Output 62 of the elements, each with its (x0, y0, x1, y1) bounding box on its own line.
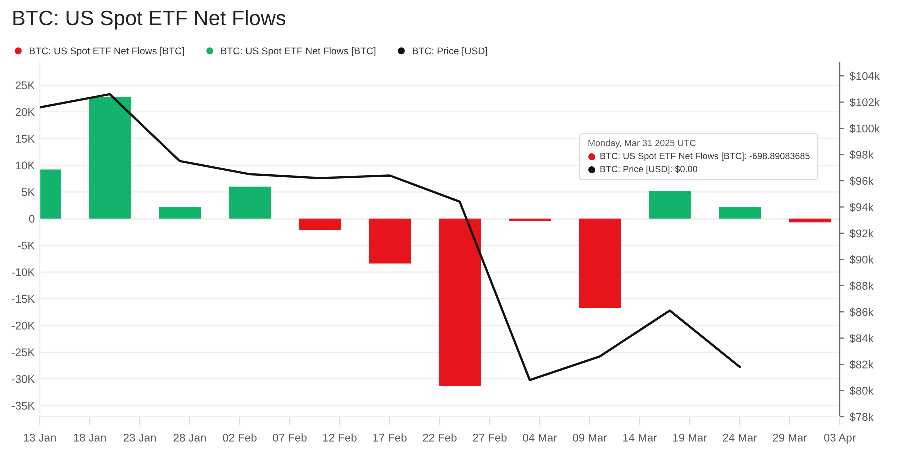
y2-tick-label: $100k (850, 124, 880, 134)
y2-tick-label: $78k (850, 412, 874, 422)
y2-tick-label: $88k (850, 282, 874, 291)
x-tick-label: 02 Feb (223, 434, 257, 442)
annotation: BTC: Price [USD]: $0.00 (600, 166, 698, 174)
y-tick-label: 5K (22, 188, 36, 196)
y2-tick-label: $82k (850, 360, 874, 370)
legend-label: BTC: Price [USD] (413, 47, 488, 57)
y-tick-label: -10K (12, 268, 36, 276)
annotation: Monday, Mar 31 2025 UTC (588, 140, 696, 148)
bar (439, 218, 481, 386)
y-tick-label: -20K (12, 322, 36, 330)
x-tick-label: 27 Feb (473, 434, 507, 442)
x-tick-label: 28 Jan (174, 434, 206, 442)
annotation: BTC: US Spot ETF Net Flows [BTC]: -698.89083685 (600, 152, 810, 162)
x-tick-label: 18 Jan (74, 434, 106, 442)
bar (159, 207, 201, 219)
y2-tick-label: $102k (850, 98, 880, 108)
y-tick-label: 20K (16, 108, 36, 116)
bar (89, 97, 131, 219)
y-tick-label: -15K (12, 295, 36, 304)
y-tick-label: 0 (29, 215, 35, 224)
x-tick-label: 24 Mar (723, 434, 758, 442)
bar (229, 186, 271, 219)
y2-tick-label: $86k (850, 308, 874, 317)
y-tick-label: -25K (12, 348, 36, 357)
x-tick-label: 04 Mar (523, 434, 558, 442)
x-tick-label: 19 Mar (674, 434, 708, 442)
y2-tick-label: $98k (850, 150, 874, 160)
y-tick-label: -5K (18, 242, 36, 250)
x-tick-label: 07 Feb (273, 434, 307, 442)
x-tick-label: 29 Mar (773, 434, 808, 442)
bar (789, 218, 831, 223)
x-tick-label: 17 Feb (374, 434, 407, 442)
x-tick-label: 14 Mar (624, 434, 658, 442)
bar (509, 218, 551, 222)
x-tick-label: 22 Feb (423, 434, 457, 442)
x-tick-label: 03 Apr (824, 434, 856, 444)
y-tick-label: -35K (12, 402, 36, 410)
legend-label: BTC: US Spot ETF Net Flows [BTC] (222, 47, 376, 57)
y-tick-label: 15K (16, 135, 36, 143)
bar (369, 218, 411, 264)
y-tick-label: 10K (16, 162, 36, 170)
x-tick-label: 09 Mar (573, 434, 608, 442)
x-tick-label: 12 Feb (324, 434, 357, 442)
bar (299, 218, 341, 230)
x-tick-label: 23 Jan (124, 434, 156, 442)
legend-label: BTC: US Spot ETF Net Flows [BTC] (30, 47, 184, 57)
y2-tick-label: $90k (850, 255, 874, 264)
y-tick-label: -30K (12, 375, 36, 384)
y2-tick-label: $92k (850, 229, 874, 238)
y-tick-label: 25K (16, 82, 36, 90)
y2-tick-label: $94k (850, 203, 874, 212)
bar (649, 191, 691, 219)
bar (719, 207, 761, 219)
x-tick-label: 13 Jan (24, 434, 56, 442)
y2-tick-label: $84k (850, 334, 874, 344)
y2-tick-label: $96k (850, 176, 874, 186)
bar (579, 218, 621, 308)
chart-title: BTC: US Spot ETF Net Flows (14, 10, 286, 30)
y2-tick-label: $80k (850, 386, 874, 396)
y2-tick-label: $104k (850, 72, 880, 81)
